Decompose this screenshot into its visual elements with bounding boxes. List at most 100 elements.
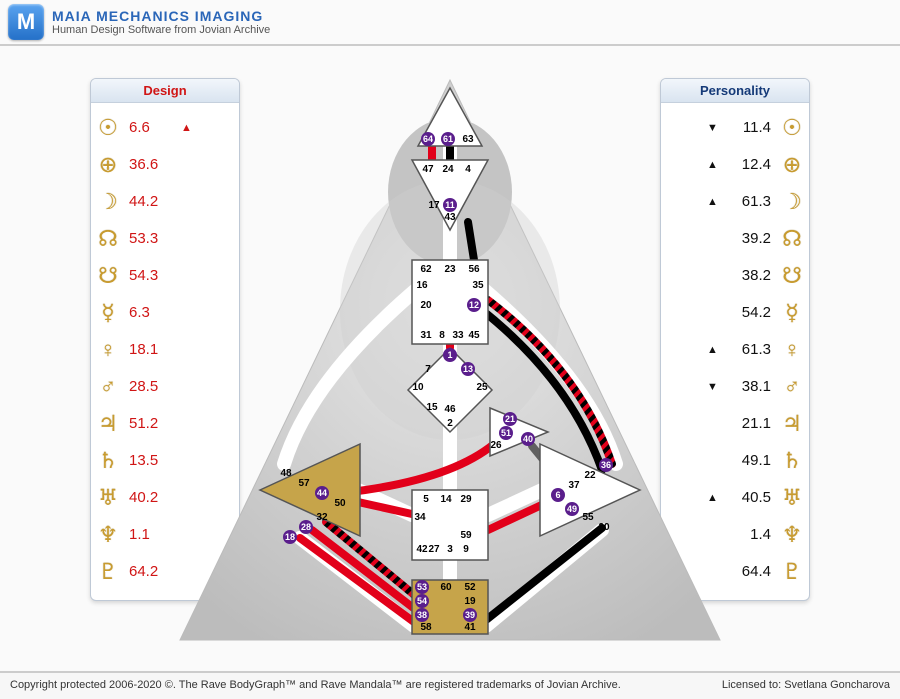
- gate-number: 36: [601, 460, 611, 470]
- planet-glyph: ♄: [97, 448, 119, 474]
- gate-number: 6: [555, 490, 560, 500]
- gate-number: 60: [440, 582, 452, 593]
- gate-number: 24: [442, 164, 454, 175]
- gate-number: 27: [428, 544, 440, 555]
- gate-number: 32: [316, 512, 328, 523]
- gate-number: 12: [469, 300, 479, 310]
- gate-number: 51: [501, 428, 511, 438]
- gate-number: 20: [420, 300, 432, 311]
- gate-number: 40: [523, 434, 533, 444]
- gate-number: 49: [567, 504, 577, 514]
- gate-number: 56: [468, 264, 480, 275]
- gate-number: 50: [334, 498, 346, 509]
- planet-glyph: ☿: [781, 300, 803, 326]
- gate-number: 38: [417, 610, 427, 620]
- gate-number: 53: [417, 582, 427, 592]
- planet-glyph: ☽: [781, 189, 803, 215]
- planet-glyph: ⊕: [781, 152, 803, 178]
- bodygraph-chart: 6461634724417114362235616352012318334517…: [150, 60, 750, 650]
- planet-glyph: ☋: [781, 263, 803, 289]
- gate-number: 18: [285, 532, 295, 542]
- gate-number: 48: [280, 468, 292, 479]
- gate-number: 2: [447, 418, 453, 429]
- gate-number: 22: [584, 470, 596, 481]
- gate-number: 29: [460, 494, 472, 505]
- gate-number: 43: [444, 212, 456, 223]
- gate-number: 23: [444, 264, 456, 275]
- planet-glyph: ☉: [97, 115, 119, 141]
- gate-number: 39: [465, 610, 475, 620]
- app-title: MAIA MECHANICS IMAGING: [52, 8, 270, 24]
- planet-glyph: ♂: [97, 374, 119, 400]
- gate-number: 7: [425, 364, 431, 375]
- planet-glyph: ☊: [97, 226, 119, 252]
- planet-glyph: ♆: [97, 522, 119, 548]
- planet-glyph: ☋: [97, 263, 119, 289]
- planet-glyph: ♃: [97, 411, 119, 437]
- gate-number: 58: [420, 622, 432, 633]
- gate-number: 59: [460, 530, 472, 541]
- planet-glyph: ♇: [781, 559, 803, 585]
- gate-number: 28: [301, 522, 311, 532]
- gate-number: 63: [462, 134, 474, 145]
- gate-number: 11: [445, 200, 455, 210]
- gate-number: 15: [426, 402, 438, 413]
- app-header: M MAIA MECHANICS IMAGING Human Design So…: [0, 0, 900, 44]
- gate-number: 17: [428, 200, 440, 211]
- gate-number: 57: [298, 478, 310, 489]
- gate-number: 16: [416, 280, 428, 291]
- title-block: MAIA MECHANICS IMAGING Human Design Soft…: [52, 8, 270, 36]
- planet-glyph: ♀: [781, 337, 803, 363]
- gate-number: 19: [464, 596, 476, 607]
- gate-number: 61: [443, 134, 453, 144]
- gate-number: 30: [598, 522, 610, 533]
- gate-number: 26: [490, 440, 502, 451]
- gate-number: 46: [444, 404, 456, 415]
- gate-number: 54: [417, 596, 427, 606]
- planet-glyph: ♄: [781, 448, 803, 474]
- footer: Copyright protected 2006-2020 ©. The Rav…: [0, 671, 900, 699]
- gate-number: 64: [423, 134, 433, 144]
- gate-number: 42: [416, 544, 428, 555]
- gate-number: 21: [505, 414, 515, 424]
- gate-number: 33: [452, 330, 464, 341]
- gate-number: 62: [420, 264, 432, 275]
- footer-license: Licensed to: Svetlana Goncharova: [722, 679, 890, 691]
- header-divider: [0, 44, 900, 46]
- app-logo: M: [8, 4, 44, 40]
- gate-number: 10: [412, 382, 424, 393]
- planet-glyph: ☉: [781, 115, 803, 141]
- gate-number: 3: [447, 544, 453, 555]
- gate-number: 45: [468, 330, 480, 341]
- gate-number: 35: [472, 280, 484, 291]
- gate-number: 4: [465, 164, 471, 175]
- footer-copyright: Copyright protected 2006-2020 ©. The Rav…: [10, 679, 621, 691]
- bodygraph-svg: 6461634724417114362235616352012318334517…: [150, 60, 750, 650]
- app-subtitle: Human Design Software from Jovian Archiv…: [52, 24, 270, 36]
- planet-glyph: ☿: [97, 300, 119, 326]
- gate-number: 44: [317, 488, 327, 498]
- gate-number: 55: [582, 512, 594, 523]
- gate-number: 47: [422, 164, 434, 175]
- gate-number: 14: [440, 494, 452, 505]
- gate-number: 25: [476, 382, 488, 393]
- planet-glyph: ☊: [781, 226, 803, 252]
- gate-number: 13: [463, 364, 473, 374]
- gate-number: 5: [423, 494, 429, 505]
- gate-number: 31: [420, 330, 432, 341]
- planet-glyph: ♂: [781, 374, 803, 400]
- planet-glyph: ☽: [97, 189, 119, 215]
- planet-glyph: ♃: [781, 411, 803, 437]
- planet-glyph: ♀: [97, 337, 119, 363]
- planet-glyph: ⊕: [97, 152, 119, 178]
- planet-glyph: ♅: [781, 485, 803, 511]
- planet-glyph: ♆: [781, 522, 803, 548]
- gate-number: 8: [439, 330, 445, 341]
- gate-number: 52: [464, 582, 476, 593]
- gate-number: 41: [464, 622, 476, 633]
- gate-number: 34: [414, 512, 426, 523]
- planet-glyph: ♇: [97, 559, 119, 585]
- gate-number: 9: [463, 544, 469, 555]
- gate-number: 1: [447, 350, 452, 360]
- planet-glyph: ♅: [97, 485, 119, 511]
